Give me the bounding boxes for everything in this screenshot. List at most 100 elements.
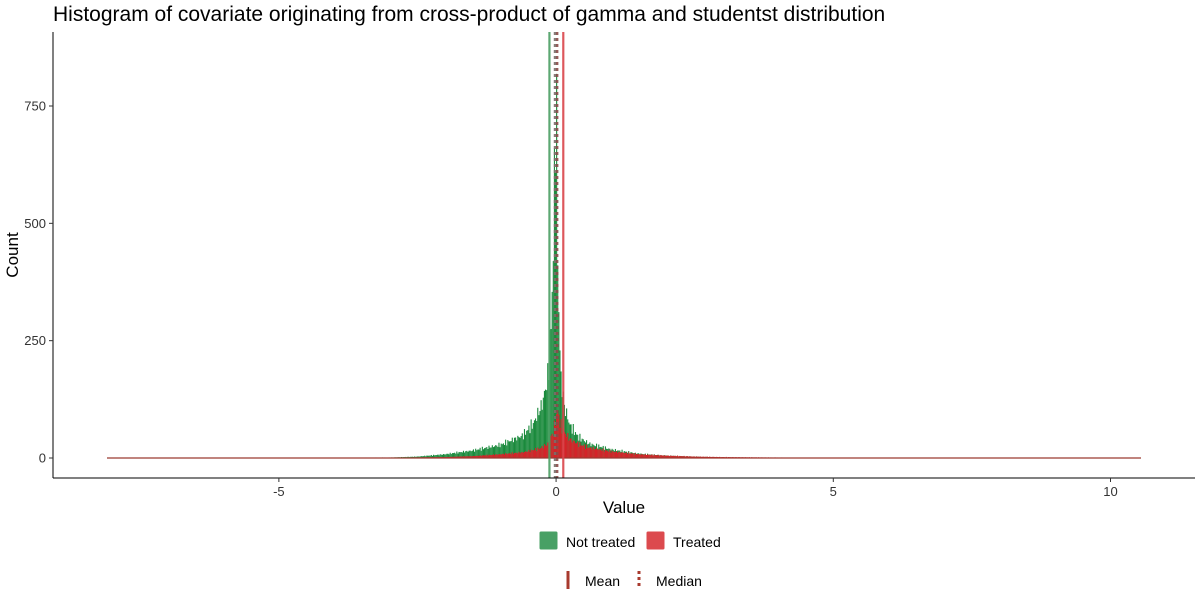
histogram-bar	[490, 454, 492, 458]
histogram-bar	[652, 455, 654, 458]
histogram-bar	[475, 448, 477, 458]
histogram-bar	[666, 455, 669, 458]
series-not-treated	[184, 73, 960, 458]
histogram-bar	[578, 446, 580, 458]
histogram-bar	[508, 441, 510, 458]
histogram-bar	[577, 441, 579, 458]
histogram-bar	[484, 448, 486, 458]
histogram-bar	[580, 445, 582, 458]
histogram-bar	[471, 450, 473, 458]
histogram-bar	[561, 397, 563, 458]
histogram-bar	[659, 455, 661, 458]
histogram-bar	[444, 454, 446, 458]
histogram-bar	[507, 440, 509, 458]
histogram-bar	[537, 447, 539, 458]
histogram-bar	[557, 265, 559, 458]
histogram-bar	[511, 437, 513, 458]
x-tick-label: -5	[273, 484, 285, 499]
histogram-bar	[542, 397, 544, 458]
histogram-bar	[535, 418, 537, 458]
histogram-bar	[679, 456, 681, 458]
histogram-bar	[540, 400, 542, 458]
histogram-bar	[434, 455, 436, 458]
histogram-bar	[539, 448, 541, 458]
histogram-bar	[541, 409, 543, 458]
histogram-bar	[423, 456, 425, 458]
histogram-bar	[663, 455, 665, 458]
histogram-bar	[641, 453, 643, 458]
histogram-bar	[638, 454, 640, 458]
histogram-bar	[553, 420, 555, 458]
histogram-bar	[497, 454, 499, 458]
histogram-bar	[547, 442, 549, 458]
histogram-bar	[566, 408, 568, 458]
histogram-bar	[518, 451, 520, 458]
legend-label-mean: Mean	[585, 573, 620, 589]
histogram-bar	[696, 456, 699, 458]
histogram-bar	[564, 433, 567, 458]
histogram-bar	[409, 456, 411, 458]
histogram-bar	[668, 455, 670, 458]
histogram-bar	[441, 454, 443, 458]
histogram-bar	[452, 453, 455, 458]
histogram-bar	[452, 456, 455, 458]
legend-label-treated: Treated	[673, 534, 721, 550]
histogram-bar	[416, 456, 418, 458]
histogram-bar	[469, 450, 471, 458]
histogram-bar	[531, 450, 533, 458]
legend-label-not-treated: Not treated	[566, 534, 635, 550]
histogram-bar	[589, 447, 591, 458]
histogram-bar	[627, 454, 629, 458]
histogram-bar	[449, 452, 451, 458]
histogram-bar	[469, 455, 471, 458]
histogram-bar	[547, 363, 549, 458]
histogram-bar	[427, 455, 429, 458]
histogram-bar	[573, 441, 575, 458]
histogram-bar	[485, 447, 487, 458]
histogram-bar	[466, 450, 468, 458]
x-axis-title: Value	[603, 498, 645, 517]
histogram-bar	[583, 444, 585, 458]
histogram-bar	[631, 453, 633, 458]
histogram-bar	[460, 456, 462, 458]
histogram-bar	[437, 454, 439, 458]
histogram-bar	[421, 456, 424, 458]
histogram-bar	[691, 456, 693, 458]
histogram-bar	[512, 453, 514, 458]
histogram-bar	[674, 455, 676, 458]
histogram-bar	[510, 441, 512, 458]
histogram-bar	[693, 456, 695, 458]
histogram-bar	[552, 435, 554, 458]
histogram-bar	[459, 452, 461, 458]
histogram-bar	[506, 445, 508, 458]
histogram-bar	[639, 454, 641, 458]
histogram-bar	[613, 451, 615, 458]
histogram-bar	[640, 454, 642, 458]
histogram-bar	[648, 454, 650, 458]
histogram-bar	[501, 453, 503, 458]
histogram-bar	[510, 454, 512, 458]
histogram-bar	[410, 456, 412, 458]
y-axis-title: Count	[3, 232, 22, 278]
histogram-bar	[682, 456, 684, 458]
histogram-bar	[493, 455, 496, 458]
histogram-bar	[675, 456, 677, 458]
histogram-bar	[556, 73, 558, 458]
histogram-bar	[558, 312, 560, 458]
histogram-bar	[563, 431, 565, 458]
histogram-bar	[420, 456, 422, 458]
histogram-bar	[591, 449, 593, 458]
histogram-bar	[482, 455, 485, 458]
histogram-bar	[448, 454, 450, 458]
histogram-bar	[560, 371, 562, 458]
histogram-bar	[561, 433, 563, 458]
histogram-bar	[623, 452, 625, 458]
histogram-bar	[662, 455, 664, 458]
histogram-bar	[658, 454, 660, 458]
histogram-bar	[535, 448, 537, 458]
histogram-bar	[551, 433, 553, 458]
y-tick-label: 0	[39, 451, 46, 466]
histogram-bar	[525, 434, 527, 458]
histogram-bar	[431, 455, 433, 458]
histogram-bar	[542, 448, 544, 458]
